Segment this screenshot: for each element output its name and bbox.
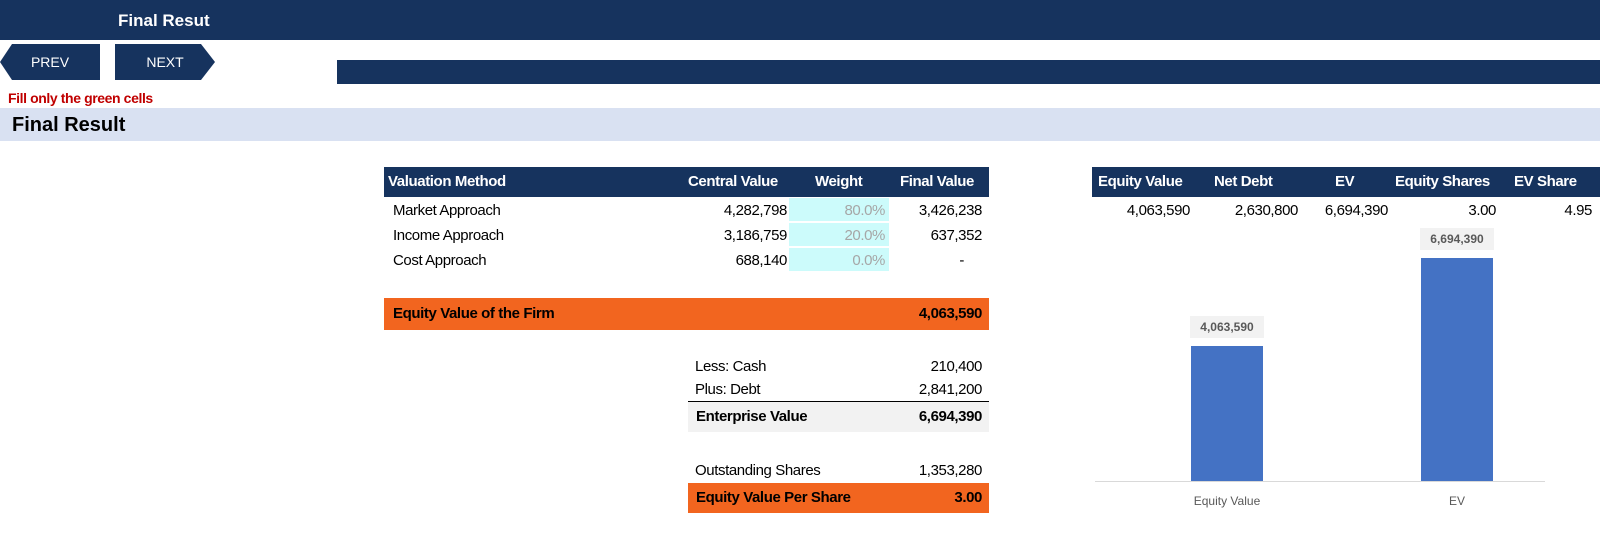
central-value: 4,282,798 <box>723 202 788 219</box>
per-share-label: Equity Value Per Share <box>696 489 851 506</box>
enterprise-value-label: Enterprise Value <box>696 408 808 425</box>
weight-value[interactable]: 20.0% <box>844 227 885 244</box>
x-tick-label: Equity Value <box>1193 494 1261 508</box>
banner-title: Final Resut <box>118 11 210 30</box>
method-label: Cost Approach <box>393 252 487 269</box>
x-tick-label: EV <box>1448 494 1465 508</box>
section-header: Final Result <box>0 108 1600 141</box>
summary-table-header: Equity Value Net Debt EV Equity Shares E… <box>1092 167 1600 197</box>
plus-debt-value: 2,841,200 <box>918 381 983 398</box>
final-value: 3,426,238 <box>918 202 983 219</box>
equity-value-row: Equity Value of the Firm 4,063,590 <box>384 298 989 330</box>
equity-value-label: Equity Value of the Firm <box>393 305 555 322</box>
summary-header: Equity Shares <box>1395 173 1490 190</box>
top-banner: Final Resut <box>0 0 1600 40</box>
data-label-equity-value: 4,063,590 <box>1190 316 1264 338</box>
header-final-value: Final Value <box>900 173 974 190</box>
enterprise-value-amount: 6,694,390 <box>918 408 983 425</box>
section-title: Final Result <box>12 114 126 136</box>
weight-input-cell[interactable] <box>789 248 889 271</box>
summary-ev-share: 4.95 <box>1564 202 1592 219</box>
summary-ev: 6,694,390 <box>1324 202 1389 219</box>
less-cash-value: 210,400 <box>930 358 983 375</box>
summary-header: Equity Value <box>1098 173 1183 190</box>
weight-value[interactable]: 0.0% <box>852 252 885 269</box>
enterprise-value-row: Enterprise Value 6,694,390 <box>688 402 989 432</box>
method-label: Income Approach <box>393 227 504 244</box>
per-share-row: Equity Value Per Share 3.00 <box>688 483 989 513</box>
less-cash-label: Less: Cash <box>695 358 767 375</box>
header-weight: Weight <box>815 173 863 190</box>
next-button[interactable]: NEXT <box>115 44 215 80</box>
weight-input-cell[interactable] <box>789 223 889 246</box>
header-central-value: Central Value <box>688 173 778 190</box>
per-share-value: 3.00 <box>954 489 982 506</box>
outstanding-shares-label: Outstanding Shares <box>695 462 821 479</box>
summary-equity-shares: 3.00 <box>1468 202 1496 219</box>
subtotal-rule <box>688 401 989 402</box>
header-valuation-method: Valuation Method <box>388 173 506 190</box>
equity-value-amount: 4,063,590 <box>918 305 983 322</box>
bar-ev <box>1421 258 1493 481</box>
summary-equity-value: 4,063,590 <box>1126 202 1191 219</box>
x-axis <box>1095 481 1545 482</box>
summary-header: Net Debt <box>1214 173 1273 190</box>
banner-band <box>337 60 1600 84</box>
banner-divider <box>337 56 1600 58</box>
final-value: 637,352 <box>930 227 983 244</box>
outstanding-shares-value: 1,353,280 <box>918 462 983 479</box>
central-value: 3,186,759 <box>723 227 788 244</box>
weight-value[interactable]: 80.0% <box>844 202 885 219</box>
summary-header: EV <box>1335 173 1355 190</box>
bar-equity-value <box>1191 346 1263 481</box>
data-label-ev: 6,694,390 <box>1420 228 1494 250</box>
summary-header: EV Share <box>1514 173 1577 190</box>
prev-button[interactable]: PREV <box>0 44 100 80</box>
plus-debt-label: Plus: Debt <box>695 381 761 398</box>
method-label: Market Approach <box>393 202 501 219</box>
summary-net-debt: 2,630,800 <box>1234 202 1299 219</box>
final-value: - <box>959 252 964 269</box>
valuation-table-header: Valuation Method Central Value Weight Fi… <box>384 167 989 197</box>
instruction-text: Fill only the green cells <box>8 90 153 106</box>
central-value: 688,140 <box>735 252 788 269</box>
weight-input-cell[interactable] <box>789 198 889 221</box>
